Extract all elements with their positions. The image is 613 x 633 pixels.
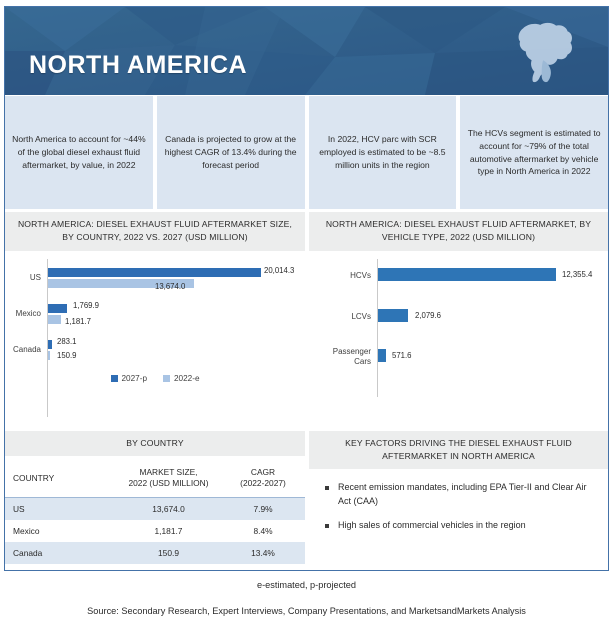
kpi-text-4: The HCVs segment is estimated to account…: [467, 127, 601, 177]
right-column: NORTH AMERICA: DIESEL EXHAUST FLUID AFTE…: [309, 212, 608, 554]
table-cell-country: Canada: [13, 547, 43, 558]
bar-category-label-canada: Canada: [12, 344, 41, 354]
header-banner: NORTH AMERICA: [5, 7, 608, 95]
bar-canada-2022e: [48, 350, 50, 360]
north-america-map-icon: [518, 22, 572, 83]
bar-value-canada-2022e: 150.9: [57, 350, 77, 360]
key-factors-title: KEY FACTORS DRIVING THE DIESEL EXHAUST F…: [309, 430, 608, 470]
kpi-text-2: Canada is projected to grow at the highe…: [164, 134, 297, 170]
table-row: US 13,674.0 7.9%: [5, 497, 305, 520]
vehicle-type-bar-chart: HCVs 12,355.4 LCVs 2,079.6 Passenger Car…: [309, 250, 608, 431]
legend-item-2022e: 2022-e: [163, 374, 200, 383]
chart-axis-line: [47, 258, 48, 417]
kpi-text-3: In 2022, HCV parc with SCR employed is e…: [319, 134, 446, 170]
bar-value-us-2022e: 13,674.0: [155, 281, 186, 291]
bar-category-label-lcvs: LCVs: [351, 311, 371, 321]
bar-value-lcvs: 2,079.6: [415, 310, 442, 320]
bar-hcvs: [378, 267, 556, 281]
table-head: COUNTRY MARKET SIZE, 2022 (USD MILLION) …: [5, 459, 305, 498]
legend-swatch-2027p: [110, 374, 118, 382]
table-row: Canada 150.9 13.4%: [5, 541, 305, 564]
table-cell-cagr: 13.4%: [251, 547, 275, 558]
country-bar-chart: US 20,014.3 13,674.0 Mexico 1,769.9 1,18…: [5, 250, 305, 431]
bar-value-mexico-2027p: 1,769.9: [73, 300, 100, 310]
table-header-market-size-line2: 2022 (USD MILLION): [128, 478, 209, 489]
kpi-text-1: North America to account for ~44% of the…: [12, 134, 146, 170]
right-chart-title: NORTH AMERICA: DIESEL EXHAUST FLUID AFTE…: [309, 212, 608, 251]
bar-category-label-passenger-cars: Passenger Cars: [332, 346, 371, 366]
table-cell-country: Mexico: [13, 525, 40, 536]
bar-value-passenger-cars: 571.6: [392, 350, 412, 360]
left-column: NORTH AMERICA: DIESEL EXHAUST FLUID AFTE…: [5, 212, 305, 564]
table-header-market-size: MARKET SIZE, 2022 (USD MILLION): [116, 459, 221, 498]
country-table-wrap: COUNTRY MARKET SIZE, 2022 (USD MILLION) …: [5, 459, 305, 564]
table-body: US 13,674.0 7.9% Mexico 1,181.7 8.4% Can…: [5, 497, 305, 564]
table-row: Mexico 1,181.7 8.4%: [5, 520, 305, 542]
legend-label-2027p: 2027-p: [121, 373, 148, 383]
footnote-estimates: e-estimated, p-projected: [256, 580, 357, 590]
bar-canada-2027p: [48, 339, 52, 349]
left-chart-title: NORTH AMERICA: DIESEL EXHAUST FLUID AFTE…: [5, 212, 305, 251]
bar-us-2022e: [48, 278, 194, 288]
country-table: COUNTRY MARKET SIZE, 2022 (USD MILLION) …: [5, 459, 305, 564]
bar-category-label-mexico: Mexico: [15, 308, 41, 318]
table-cell-cagr: 8.4%: [253, 525, 273, 536]
bar-mexico-2027p: [48, 303, 67, 313]
bar-lcvs: [378, 308, 408, 322]
kpi-card-2: Canada is projected to grow at the highe…: [156, 96, 305, 209]
chart-axis-line: [377, 258, 378, 397]
key-factor-item: High sales of commercial vehicles in the…: [325, 519, 594, 533]
kpi-card-4: The HCVs segment is estimated to account…: [460, 96, 608, 209]
kpi-card-3: In 2022, HCV parc with SCR employed is e…: [308, 96, 457, 209]
legend-swatch-2022e: [163, 374, 170, 382]
table-cell-size: 13,674.0: [152, 503, 185, 514]
bar-us-2027p: [48, 267, 261, 277]
page-title: NORTH AMERICA: [29, 51, 248, 79]
chart-legend: 2027-p 2022-e: [5, 374, 305, 383]
kpi-card-1: North America to account for ~44% of the…: [5, 96, 153, 209]
vehicle-bars-area: HCVs 12,355.4 LCVs 2,079.6 Passenger Car…: [309, 251, 608, 431]
bar-value-canada-2027p: 283.1: [57, 336, 77, 346]
legend-label-2022e: 2022-e: [174, 373, 200, 383]
key-factors-list: Recent emission mandates, including EPA …: [309, 469, 608, 554]
table-header-row: COUNTRY MARKET SIZE, 2022 (USD MILLION) …: [5, 459, 305, 498]
table-header-country: COUNTRY: [5, 459, 116, 498]
table-header-cagr: CAGR (2022-2027): [221, 459, 305, 498]
footnote-source: Source: Secondary Research, Expert Inter…: [87, 606, 526, 616]
legend-item-2027p: 2027-p: [110, 373, 148, 383]
bar-value-mexico-2022e: 1,181.7: [65, 316, 92, 326]
by-country-section-title: BY COUNTRY: [5, 430, 305, 456]
table-cell-size: 150.9: [158, 547, 179, 558]
table-header-cagr-line1: CAGR: [250, 466, 276, 477]
key-factor-item: Recent emission mandates, including EPA …: [325, 481, 594, 508]
table-cell-country: US: [13, 503, 25, 514]
table-header-market-size-line1: MARKET SIZE,: [139, 466, 198, 477]
table-header-cagr-line2: (2022-2027): [240, 478, 286, 489]
table-cell-cagr: 7.9%: [253, 503, 273, 514]
country-bars-area: US 20,014.3 13,674.0 Mexico 1,769.9 1,18…: [5, 251, 305, 431]
bar-mexico-2022e: [48, 314, 61, 324]
kpi-row: North America to account for ~44% of the…: [5, 96, 608, 209]
bar-value-hcvs: 12,355.4: [562, 269, 593, 279]
bar-passenger-cars: [378, 348, 386, 362]
bar-value-us-2027p: 20,014.3: [264, 265, 295, 275]
table-cell-size: 1,181.7: [154, 525, 183, 536]
bar-category-label-us: US: [29, 272, 41, 282]
banner-polygon-texture: [5, 7, 608, 95]
bar-category-label-hcvs: HCVs: [350, 270, 371, 280]
